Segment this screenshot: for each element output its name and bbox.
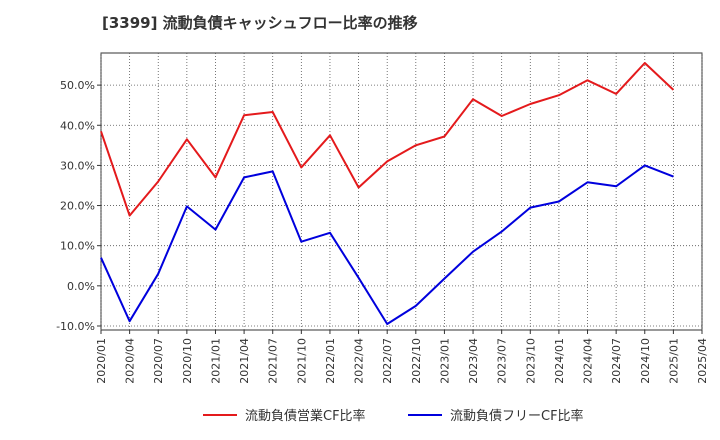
x-tick-label: 2022/07 xyxy=(381,338,394,384)
y-tick-label: 0.0% xyxy=(67,280,95,293)
x-tick-label: 2023/01 xyxy=(438,338,451,384)
x-tick-label: 2023/10 xyxy=(524,338,537,384)
series-line-1 xyxy=(100,62,675,217)
x-tick-label: 2022/04 xyxy=(353,338,366,384)
legend-label-1: 流動負債営業CF比率 xyxy=(245,408,366,424)
legend: 流動負債営業CF比率 流動負債フリーCF比率 xyxy=(203,408,584,424)
series-layer xyxy=(100,62,675,325)
x-tick-label: 2020/04 xyxy=(124,338,137,384)
y-tick-label: 10.0% xyxy=(60,240,95,253)
x-tick-label: 2024/04 xyxy=(582,338,595,384)
x-tick-label: 2024/07 xyxy=(610,338,623,384)
x-tick-label: 2022/10 xyxy=(410,338,423,384)
y-tick-label: 20.0% xyxy=(60,200,95,213)
y-tick-label: 30.0% xyxy=(60,159,95,172)
x-tick-label: 2021/01 xyxy=(209,338,222,384)
x-tick-label: 2021/07 xyxy=(267,338,280,384)
x-tick-label: 2024/01 xyxy=(553,338,566,384)
x-tick-label: 2023/04 xyxy=(467,338,480,384)
chart-title: [3399] 流動負債キャッシュフロー比率の推移 xyxy=(102,14,418,32)
y-axis-ticks: -10.0% 0.0% 10.0% 20.0% 30.0% 40.0% 50.0% xyxy=(56,79,101,333)
y-tick-label: 40.0% xyxy=(60,119,95,132)
series-line-2 xyxy=(100,164,674,325)
x-tick-label: 2020/10 xyxy=(181,338,194,384)
grid-horizontal xyxy=(101,84,702,327)
x-tick-label: 2023/07 xyxy=(496,338,509,384)
x-tick-label: 2021/04 xyxy=(238,338,251,384)
x-tick-label: 2021/10 xyxy=(295,338,308,384)
plot-area xyxy=(100,52,703,331)
x-tick-label: 2022/01 xyxy=(324,338,337,384)
x-tick-label: 2020/01 xyxy=(95,338,108,384)
x-tick-label: 2025/04 xyxy=(696,338,709,384)
y-tick-label: -10.0% xyxy=(56,320,95,333)
x-tick-label: 2020/07 xyxy=(152,338,165,384)
x-tick-label: 2024/10 xyxy=(639,338,652,384)
grid-vertical xyxy=(100,53,703,330)
x-tick-label: 2025/01 xyxy=(667,338,680,384)
x-axis-ticks: 2020/01 2020/04 2020/07 2020/10 2021/01 2021/… xyxy=(95,330,709,384)
legend-label-2: 流動負債フリーCF比率 xyxy=(450,408,584,424)
y-tick-label: 50.0% xyxy=(60,79,95,92)
